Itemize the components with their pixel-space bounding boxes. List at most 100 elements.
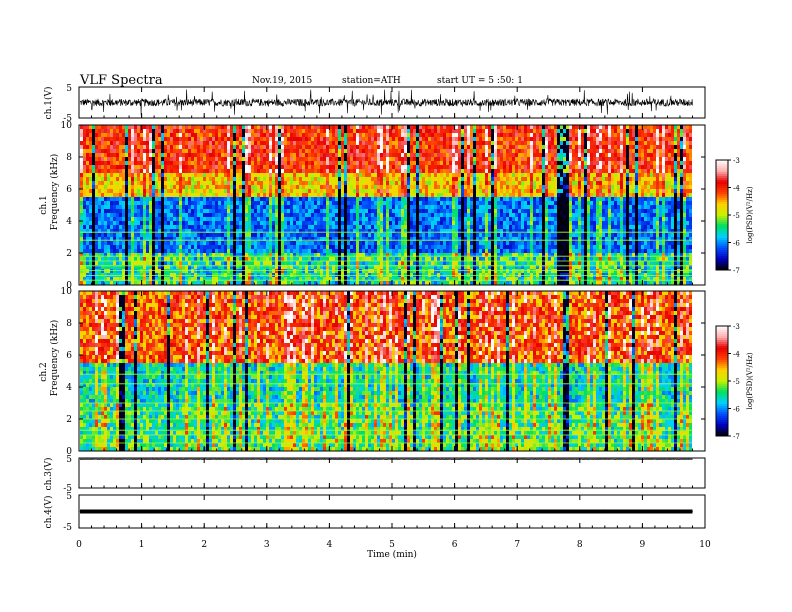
heatmap-cell [248,217,251,221]
heatmap-cell [320,165,323,169]
heatmap-cell [413,129,416,133]
heatmap-cell [431,233,434,237]
heatmap-cell [272,265,275,269]
heatmap-cell [308,249,311,253]
heatmap-cell [182,185,185,189]
heatmap-cell [443,249,446,253]
heatmap-cell [266,217,269,221]
heatmap-cell [380,233,383,237]
heatmap-cell [230,137,233,141]
heatmap-cell [212,241,215,245]
heatmap-cell [257,165,260,169]
heatmap-cell [350,157,353,161]
heatmap-cell [350,189,353,193]
heatmap-cell [86,157,89,161]
heatmap-cell [308,141,311,145]
heatmap-cell [449,245,452,249]
heatmap-cell [407,149,410,153]
heatmap-cell [326,165,329,169]
heatmap-cell [236,245,239,249]
heatmap-cell [395,125,398,129]
heatmap-cell [299,141,302,145]
heatmap-cell [434,165,437,169]
heatmap-cell [353,225,356,229]
heatmap-cell [134,185,137,189]
heatmap-cell [425,193,428,197]
heatmap-cell [209,225,212,229]
heatmap-cell [410,245,413,249]
heatmap-cell [386,173,389,177]
heatmap-cell [314,245,317,249]
heatmap-cell [401,237,404,241]
heatmap-cell [134,161,137,165]
heatmap-cell [347,133,350,137]
heatmap-cell [374,197,377,201]
heatmap-cell [302,205,305,209]
heatmap-cell [236,153,239,157]
heatmap-cell [353,173,356,177]
heatmap-cell [440,233,443,237]
heatmap-cell [401,153,404,157]
heatmap-cell [107,189,110,193]
heatmap-cell [380,201,383,205]
heatmap-cell [347,197,350,201]
heatmap-cell [446,205,449,209]
heatmap-cell [293,257,296,261]
heatmap-cell [347,149,350,153]
heatmap-cell [104,153,107,157]
heatmap-cell [266,253,269,257]
heatmap-cell [152,257,155,261]
heatmap-cell [269,149,272,153]
heatmap-cell [83,181,86,185]
heatmap-cell [110,217,113,221]
heatmap-cell [224,205,227,209]
heatmap-cell [197,181,200,185]
heatmap-cell [371,157,374,161]
heatmap-cell [155,177,158,181]
heatmap-cell [176,229,179,233]
heatmap-cell [392,197,395,201]
heatmap-cell [113,149,116,153]
heatmap-cell [416,193,419,197]
heatmap-cell [410,161,413,165]
heatmap-cell [128,277,131,281]
heatmap-cell [440,217,443,221]
heatmap-cell [236,225,239,229]
heatmap-cell [116,189,119,193]
heatmap-cell [263,277,266,281]
heatmap-cell [308,185,311,189]
heatmap-cell [230,189,233,193]
heatmap-cell [227,261,230,265]
heatmap-cell [164,173,167,177]
heatmap-cell [197,165,200,169]
heatmap-cell [248,149,251,153]
heatmap-cell [341,145,344,149]
heatmap-cell [185,169,188,173]
heatmap-cell [233,133,236,137]
heatmap-cell [350,221,353,225]
heatmap-cell [218,281,221,285]
heatmap-cell [338,157,341,161]
heatmap-cell [344,217,347,221]
heatmap-cell [260,257,263,261]
heatmap-cell [278,233,281,237]
heatmap-cell [176,241,179,245]
heatmap-cell [245,189,248,193]
heatmap-cell [272,133,275,137]
heatmap-cell [245,237,248,241]
heatmap-cell [245,265,248,269]
heatmap-cell [218,177,221,181]
heatmap-cell [383,249,386,253]
heatmap-cell [215,249,218,253]
heatmap-cell [131,181,134,185]
heatmap-cell [239,133,242,137]
heatmap-cell [317,277,320,281]
heatmap-cell [188,149,191,153]
heatmap-cell [218,209,221,213]
heatmap-cell [422,181,425,185]
heatmap-cell [203,173,206,177]
heatmap-cell [113,245,116,249]
heatmap-cell [104,133,107,137]
heatmap-cell [434,157,437,161]
heatmap-cell [239,261,242,265]
